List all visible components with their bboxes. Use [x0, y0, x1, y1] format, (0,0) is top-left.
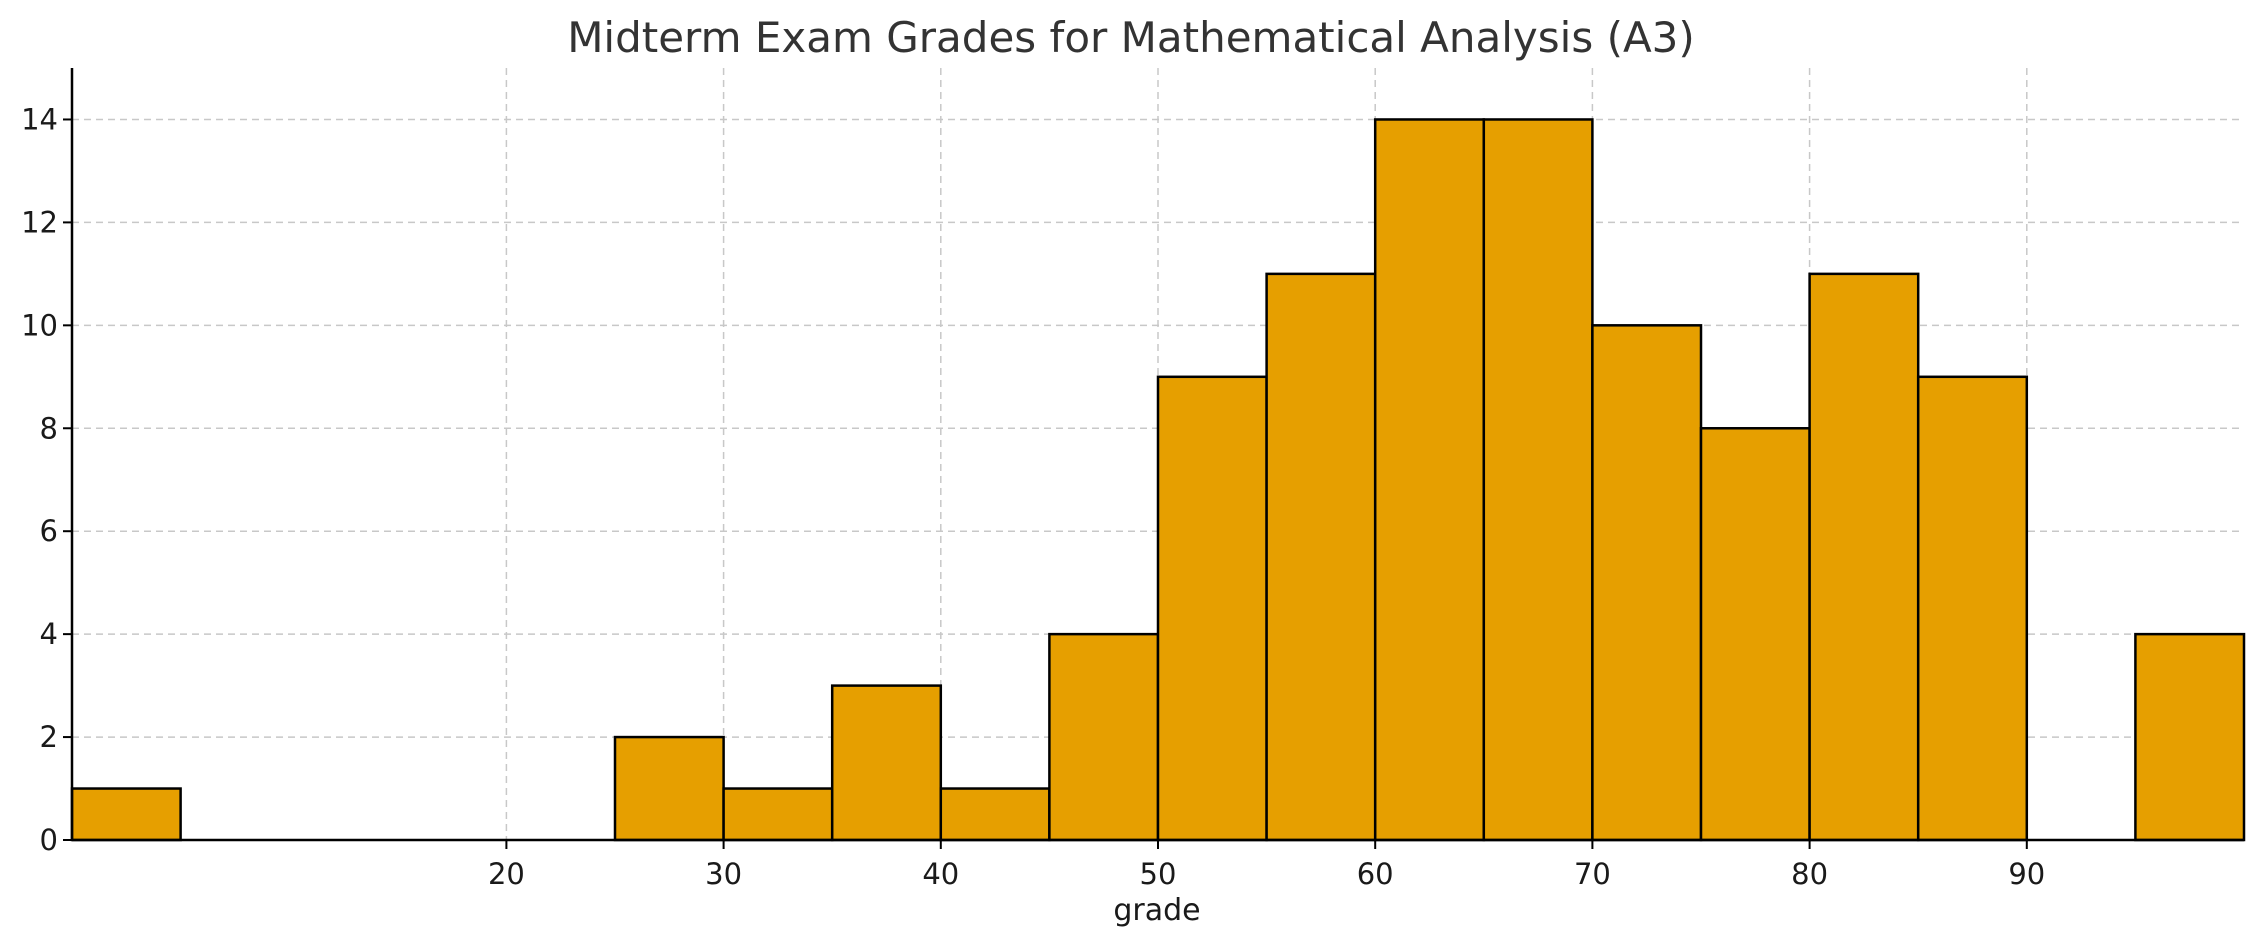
tick-labels: 0 2 4 6 8 10 12 14 20 30 40 50 60 70 80 90 — [21, 102, 2045, 891]
histogram-bar — [2134, 632, 2246, 842]
y-tick-label: 12 — [21, 205, 58, 239]
x-tick-label: 60 — [1357, 857, 1394, 891]
histogram-bar — [1591, 324, 1703, 842]
x-tick-label: 70 — [1574, 857, 1611, 891]
x-axis-label: grade — [1113, 893, 1200, 928]
histogram-bar — [1156, 375, 1268, 842]
y-tick-label: 10 — [21, 308, 58, 342]
x-tick-label: 80 — [1791, 857, 1828, 891]
y-tick-label: 8 — [40, 411, 58, 445]
x-tick-label: 30 — [705, 857, 742, 891]
histogram-bar — [1916, 375, 2029, 842]
histogram-bar — [722, 787, 834, 842]
histogram-bar — [613, 735, 725, 842]
histogram-bar — [1482, 118, 1594, 842]
y-tick-label: 0 — [40, 823, 58, 857]
histogram-bar — [70, 787, 182, 842]
histogram-bar — [1048, 632, 1160, 842]
x-tick-label: 90 — [2008, 857, 2045, 891]
histogram-bar — [830, 684, 943, 842]
chart-title: Midterm Exam Grades for Mathematical Ana… — [567, 13, 1695, 62]
histogram-bar — [1265, 272, 1377, 842]
x-tick-label: 50 — [1140, 857, 1177, 891]
y-tick-label: 4 — [40, 617, 58, 651]
histogram-bar — [1373, 118, 1486, 842]
x-tick-label: 40 — [922, 857, 959, 891]
histogram-bar — [1808, 272, 1920, 842]
histogram-bar — [939, 787, 1051, 842]
y-tick-label: 2 — [40, 720, 58, 754]
x-tick-label: 20 — [488, 857, 525, 891]
y-tick-label: 6 — [40, 514, 58, 548]
y-tick-label: 14 — [21, 102, 58, 136]
bars — [70, 118, 2246, 842]
axes — [63, 68, 2244, 849]
histogram-bar — [1699, 427, 1811, 842]
